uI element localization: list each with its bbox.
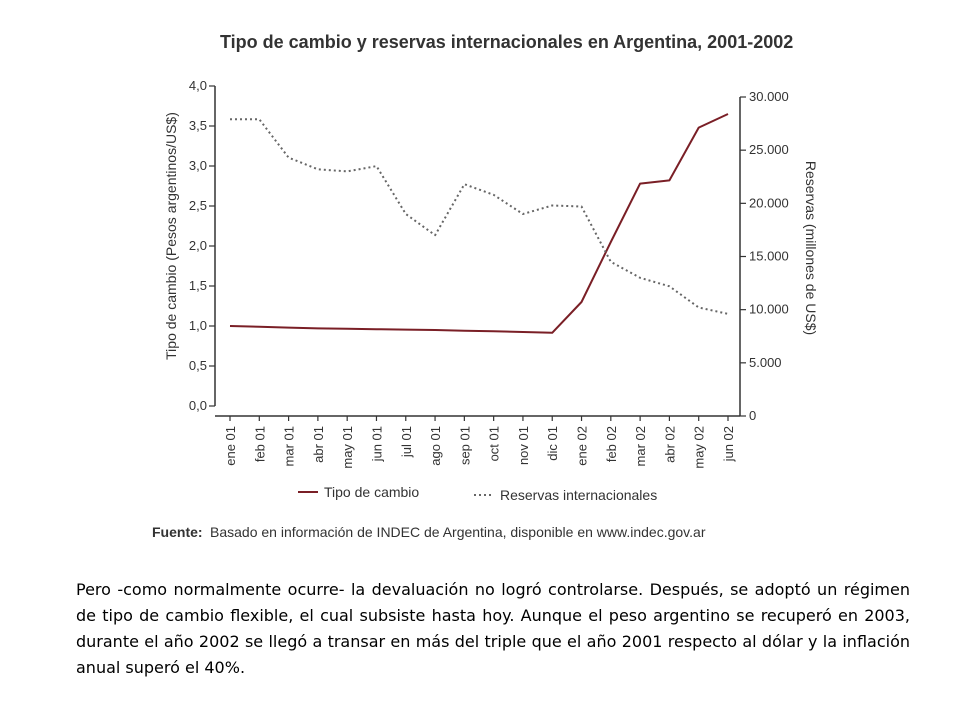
- left-tick-label: 4,0: [189, 78, 207, 93]
- left-tick-label: 3,5: [189, 118, 207, 133]
- x-tick-label: ago 01: [428, 426, 443, 466]
- source-note: Fuente: Basado en información de INDEC d…: [152, 524, 706, 540]
- left-y-axis-title: Tipo de cambio (Pesos argentinos/US$): [163, 112, 179, 360]
- x-tick-label: feb 01: [252, 426, 267, 462]
- x-tick-label: abr 01: [311, 426, 326, 463]
- right-tick-label: 15.000: [749, 249, 789, 264]
- right-y-axis-title: Reservas (millones de US$): [803, 161, 819, 335]
- right-tick-label: 0: [749, 408, 756, 423]
- right-tick-label: 25.000: [749, 142, 789, 157]
- x-axis: ene 01 feb 01 mar 01 abr 01 may 01 jun 01 jul …: [215, 415, 740, 469]
- left-tick-label: 0,5: [189, 358, 207, 373]
- x-tick-label: may 02: [692, 426, 707, 469]
- legend-label-tipo-de-cambio: Tipo de cambio: [324, 484, 419, 500]
- x-tick-label: jul 01: [399, 426, 414, 458]
- right-tick-label: 20.000: [749, 195, 789, 210]
- legend: Tipo de cambio Reservas internacionales: [298, 484, 657, 503]
- left-tick-label: 2,0: [189, 238, 207, 253]
- x-tick-label: jun 02: [721, 426, 736, 462]
- left-y-axis: 0,0 0,5 1,0 1,5 2,0 2,5 3,0 3,5 4,0 Tipo de camb…: [163, 78, 216, 413]
- body-paragraph: Pero -como normalmente ocurre- la devalu…: [76, 580, 910, 677]
- x-tick-label: mar 01: [282, 426, 297, 466]
- x-tick-label: may 01: [340, 426, 355, 469]
- x-tick-label: nov 01: [516, 426, 531, 465]
- reservas-line: [230, 118, 729, 315]
- chart-title: Tipo de cambio y reservas internacionale…: [220, 32, 793, 52]
- x-tick-label: ene 01: [223, 426, 238, 466]
- x-tick-label: feb 02: [604, 426, 619, 462]
- x-tick-label: abr 02: [662, 426, 677, 463]
- exchange-reserves-chart: Tipo de cambio y reservas internacionale…: [152, 32, 819, 540]
- right-tick-label: 10.000: [749, 302, 789, 317]
- x-tick-label: sep 01: [457, 426, 472, 465]
- x-tick-label: mar 02: [633, 426, 648, 466]
- right-y-axis: 0 5.000 10.000 15.000 20.000 25.000 30.000 Res…: [739, 89, 819, 423]
- right-tick-label: 5.000: [749, 355, 782, 370]
- legend-label-reservas: Reservas internacionales: [500, 487, 657, 503]
- x-tick-label: ene 02: [575, 426, 590, 466]
- left-tick-label: 2,5: [189, 198, 207, 213]
- left-tick-label: 0,0: [189, 398, 207, 413]
- left-tick-label: 1,5: [189, 278, 207, 293]
- left-tick-label: 1,0: [189, 318, 207, 333]
- right-tick-label: 30.000: [749, 89, 789, 104]
- x-tick-label: jun 01: [369, 426, 384, 462]
- tipo-de-cambio-line: [229, 113, 729, 334]
- source-text: Basado en información de INDEC de Argent…: [210, 524, 706, 540]
- left-tick-label: 3,0: [189, 158, 207, 173]
- source-label: Fuente:: [152, 524, 203, 540]
- x-tick-label: dic 01: [545, 426, 560, 461]
- x-tick-label: oct 01: [487, 426, 502, 461]
